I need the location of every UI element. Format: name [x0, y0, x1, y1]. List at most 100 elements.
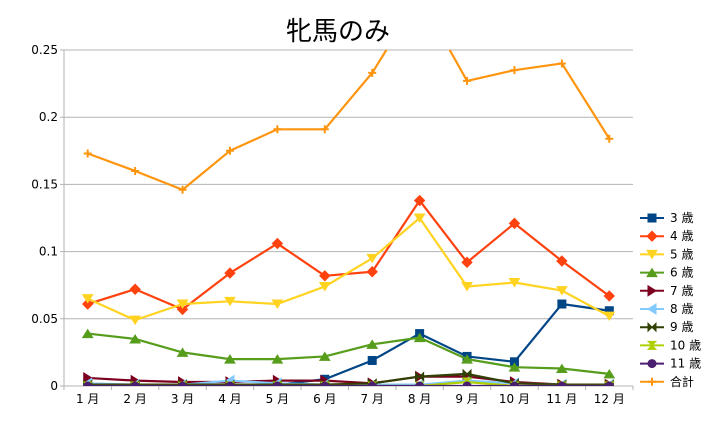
- series-2-point: [129, 283, 141, 295]
- series-4-point: [413, 332, 426, 343]
- legend-item-9: 11 歳: [640, 357, 701, 371]
- series-10-point: [178, 185, 187, 194]
- y-tick-label: 0.05: [31, 312, 58, 326]
- y-tick-label: 0.25: [31, 43, 58, 57]
- series-9-point: [367, 381, 377, 386]
- x-tick-label: 6 月: [313, 392, 336, 406]
- series-3: [81, 213, 616, 326]
- series-2-point: [82, 298, 94, 310]
- series-3-point: [224, 296, 236, 307]
- legend-item-5-marker: [647, 284, 657, 297]
- series-4-point: [271, 354, 284, 364]
- x-tick-label: 4 月: [218, 392, 241, 406]
- series-1: [83, 299, 614, 386]
- series-5-line: [87, 375, 610, 386]
- series-4-point: [81, 328, 94, 339]
- series-2-point: [556, 255, 568, 267]
- series-2-point: [366, 266, 378, 278]
- series-9-point: [509, 381, 519, 386]
- series-9-point: [130, 381, 140, 386]
- legend-item-7: 9 歳: [640, 320, 693, 334]
- series-4-point: [555, 363, 568, 374]
- series-3-point: [555, 286, 568, 296]
- series-3-point: [129, 315, 142, 326]
- series-3-point: [413, 213, 426, 223]
- series-10-point: [131, 166, 140, 175]
- axes: 0 0.05 0.1 0.15 0.2 0.25 1 月 2 月 3 月 4 月 5 月 6 月 7 月…: [31, 43, 634, 406]
- series-2-point: [224, 267, 236, 279]
- legend-item-3-marker: [646, 249, 658, 260]
- series-2-point: [271, 237, 284, 250]
- legend-item-5: 7 歳: [640, 284, 693, 298]
- series-3-line: [87, 216, 610, 322]
- series-4-point: [508, 362, 521, 372]
- legend-item-2: 4 歳: [640, 229, 693, 243]
- series-3-point: [603, 311, 616, 322]
- series-3-point: [176, 299, 189, 309]
- series-10-point: [463, 76, 472, 85]
- series-10-point: [557, 59, 566, 68]
- legend-item-10: 合計: [640, 374, 694, 389]
- series-4-point: [366, 339, 379, 349]
- y-tick-label: 0.2: [39, 110, 58, 124]
- legend-item-4-label: 6 歳: [670, 266, 693, 280]
- series-2-point: [508, 217, 521, 230]
- x-tick-label: 1 月: [76, 392, 99, 406]
- series-3-point: [366, 253, 379, 264]
- x-tick-label: 11 月: [546, 392, 577, 406]
- legend-item-1: 3 歳: [640, 211, 693, 225]
- series-3-point: [81, 294, 94, 304]
- series-10-point: [320, 125, 329, 134]
- series-9-point: [225, 381, 235, 386]
- legend-item-8: 10 歳: [640, 338, 701, 352]
- series-10: [83, 50, 614, 194]
- legend-item-8-label: 10 歳: [670, 338, 701, 352]
- series-7-point: [415, 371, 425, 382]
- series-10-point: [83, 149, 92, 158]
- series-3-point: [271, 299, 284, 309]
- legend-item-2-label: 4 歳: [670, 229, 693, 243]
- series-1-line: [87, 302, 610, 386]
- legend-item-6-marker: [647, 303, 657, 315]
- series-2-point: [176, 303, 189, 316]
- series-10-point: [510, 66, 519, 75]
- series-10-line: [87, 50, 611, 191]
- x-tick-label: 5 月: [266, 392, 289, 406]
- x-tick-label: 12 月: [594, 392, 625, 406]
- series-10-point: [368, 68, 377, 77]
- series-2-point: [603, 290, 615, 302]
- series-10-point: [605, 134, 614, 143]
- x-tick-label: 8 月: [408, 392, 431, 406]
- series-4-point: [129, 334, 142, 344]
- legend-item-4: 6 歳: [640, 266, 693, 280]
- series-7-point: [462, 368, 472, 380]
- legend-item-3: 5 歳: [640, 247, 693, 261]
- series-3-point: [461, 282, 473, 292]
- legend-item-2-marker: [646, 230, 658, 242]
- y-tick-label: 0: [50, 379, 58, 393]
- series-9: [83, 381, 614, 386]
- series-7-line: [87, 372, 610, 386]
- series-9-point: [462, 381, 472, 386]
- series-4-point: [176, 347, 189, 357]
- series-3-point: [318, 282, 331, 292]
- legend-item-7-label: 9 歳: [670, 320, 693, 334]
- series-9-point: [604, 381, 614, 386]
- series-2-point: [319, 270, 331, 282]
- y-tick-label: 0.1: [39, 245, 58, 259]
- y-tick-label: 0.15: [31, 177, 58, 191]
- series-4-point: [603, 368, 616, 379]
- series-10-point: [273, 125, 282, 134]
- legend-item-4-marker: [646, 267, 658, 278]
- series-9-point: [178, 381, 188, 386]
- legend-item-7-marker: [647, 321, 657, 333]
- x-tick-label: 10 月: [499, 392, 530, 406]
- series-4-point: [224, 354, 236, 364]
- x-tick-label: 2 月: [123, 392, 146, 406]
- legend-item-9-label: 11 歳: [670, 357, 701, 371]
- series-1-point: [367, 355, 377, 365]
- legend-item-6-label: 8 歳: [670, 302, 693, 316]
- series-group: [81, 50, 616, 386]
- series-9-point: [83, 381, 93, 386]
